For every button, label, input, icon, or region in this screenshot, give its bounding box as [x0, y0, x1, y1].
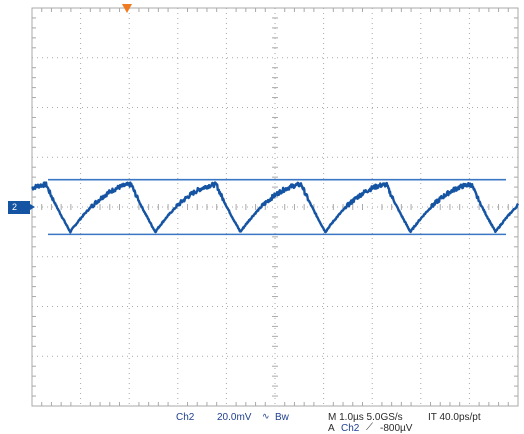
ch2-marker-label: 2 [12, 202, 18, 212]
rising-edge-icon: ⟋ [366, 422, 373, 433]
channel-name[interactable]: Ch2 [176, 412, 195, 423]
horizontal-cursors[interactable] [48, 178, 506, 236]
channel-scale[interactable]: 20.0mV [217, 412, 252, 423]
graticule-grid [31, 7, 519, 407]
bandwidth-limit-label: Bw [275, 412, 289, 423]
timebase-readout[interactable]: M 1.0µs 5.0GS/s [328, 412, 403, 423]
trigger-position-marker[interactable] [122, 4, 132, 13]
marker-arrow-icon [30, 204, 35, 210]
ch2-waveform-trace [31, 181, 520, 234]
interpolation-readout: IT 40.0ps/pt [428, 412, 481, 423]
ac-coupling-icon: ∿ [262, 411, 270, 421]
ch2-ground-marker[interactable]: 2 [8, 201, 35, 214]
trigger-source[interactable]: Ch2 [341, 423, 360, 434]
trigger-level[interactable]: -800µV [380, 423, 413, 434]
trigger-prefix: A [328, 423, 335, 434]
